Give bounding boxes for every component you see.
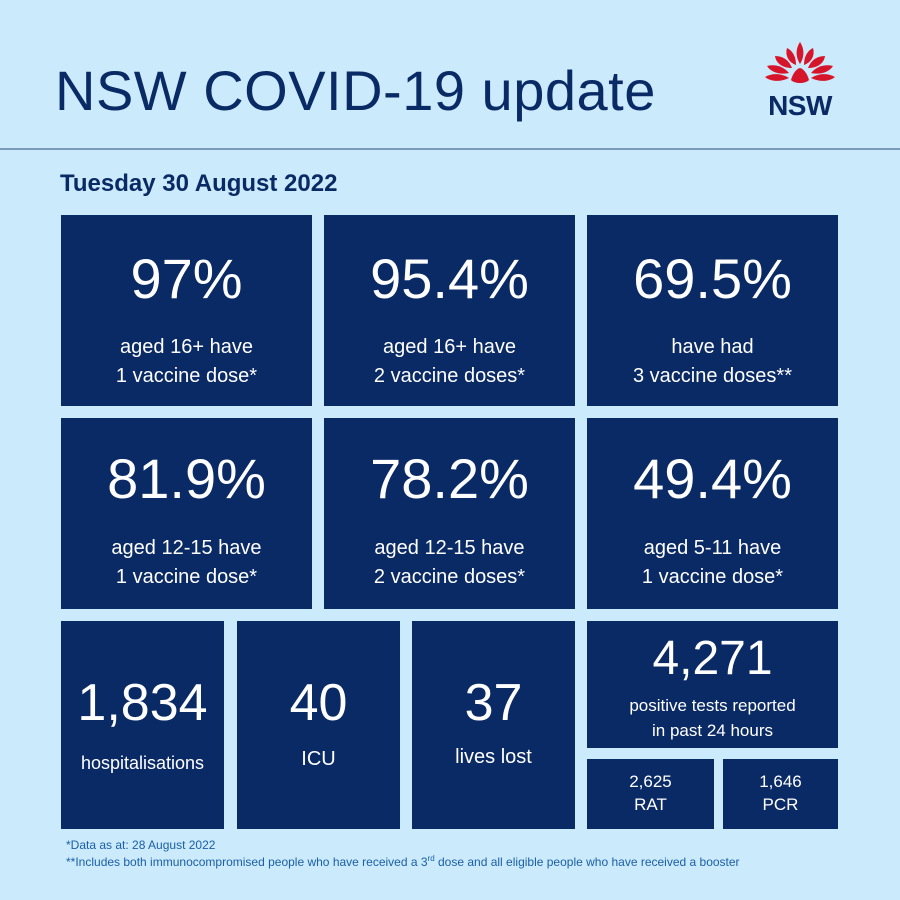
stat-value: 95.4%	[370, 247, 529, 310]
tile-vax-16plus-dose2: 95.4% aged 16+ have 2 vaccine doses*	[324, 215, 575, 406]
stat-label: PCR	[762, 795, 799, 814]
header-divider	[0, 148, 900, 150]
stat-value: 81.9%	[107, 447, 266, 510]
stat-label-line2: 1 vaccine dose*	[115, 566, 258, 588]
stat-value: 40	[289, 674, 348, 732]
footnote-dose3-text: **Includes both immunocompromised people…	[66, 855, 428, 869]
tile-positive-tests: 4,271 positive tests reported in past 24…	[587, 621, 838, 748]
stat-value: 1,646	[759, 772, 802, 791]
stat-label-line1: aged 16+ have	[383, 336, 516, 358]
stat-value: 2,625	[629, 772, 672, 791]
footnote-dose3-text-cont: dose and all eligible people who have re…	[434, 855, 740, 869]
footnote-superscript: rd	[427, 854, 435, 863]
tile-pcr: 1,646 PCR	[723, 759, 838, 829]
stat-label: hospitalisations	[80, 753, 205, 773]
nsw-logo: NSW	[755, 40, 845, 125]
logo-text: NSW	[768, 90, 832, 121]
stat-label-line2: in past 24 hours	[652, 721, 773, 740]
stat-label-line1: aged 5-11 have	[643, 537, 782, 559]
tile-rat: 2,625 RAT	[587, 759, 714, 829]
page-title: NSW COVID-19 update	[55, 59, 656, 122]
stat-label-line2: 3 vaccine doses**	[633, 365, 792, 387]
footnote-dose3: **Includes both immunocompromised people…	[66, 852, 856, 869]
stat-value: 37	[464, 674, 523, 732]
footnote-data-date: *Data as at: 28 August 2022	[66, 838, 216, 852]
tile-vax-16plus-dose1: 97% aged 16+ have 1 vaccine dose*	[61, 215, 312, 406]
stat-value: 49.4%	[633, 447, 792, 510]
stat-label: lives lost	[455, 746, 532, 768]
stat-value: 1,834	[77, 674, 208, 732]
stat-value: 78.2%	[370, 447, 529, 510]
stat-label-line2: 2 vaccine doses*	[373, 365, 526, 387]
tile-vax-12to15-dose2: 78.2% aged 12-15 have 2 vaccine doses*	[324, 418, 575, 609]
stat-label: ICU	[301, 748, 336, 770]
header: NSW COVID-19 update NSW	[0, 0, 900, 148]
stat-label-line2: 1 vaccine dose*	[641, 566, 784, 588]
stat-label-line1: positive tests reported	[629, 696, 796, 715]
tile-icu: 40 ICU	[237, 621, 400, 829]
stat-label: RAT	[634, 795, 667, 814]
stat-label-line1: aged 12-15 have	[374, 537, 525, 559]
stat-value: 69.5%	[633, 247, 792, 310]
tile-vax-12to15-dose1: 81.9% aged 12-15 have 1 vaccine dose*	[61, 418, 312, 609]
footnotes: *Data as at: 28 August 2022 **Includes b…	[66, 838, 856, 869]
report-date: Tuesday 30 August 2022	[60, 170, 338, 197]
stat-label-line1: aged 16+ have	[120, 336, 253, 358]
tile-lives-lost: 37 lives lost	[412, 621, 575, 829]
stat-label-line2: 1 vaccine dose*	[115, 365, 258, 387]
waratah-flower-icon	[765, 42, 835, 83]
tile-vax-5to11-dose1: 49.4% aged 5-11 have 1 vaccine dose*	[587, 418, 838, 609]
tile-hospitalisations: 1,834 hospitalisations	[61, 621, 224, 829]
stat-label-line1: have had	[671, 336, 754, 358]
tile-vax-dose3: 69.5% have had 3 vaccine doses**	[587, 215, 838, 406]
stat-value: 97%	[130, 247, 243, 310]
stat-label-line1: aged 12-15 have	[111, 537, 262, 559]
stat-value: 4,271	[652, 632, 773, 685]
stat-label-line2: 2 vaccine doses*	[373, 566, 526, 588]
